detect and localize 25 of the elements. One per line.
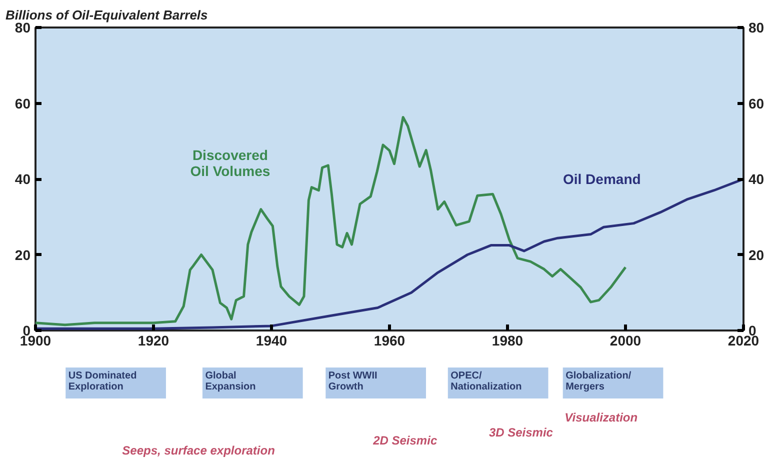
x-tick-label: 2000: [610, 332, 642, 348]
y-tick-label: 20: [14, 246, 31, 263]
x-tick-label: 1980: [492, 332, 524, 348]
text: OPEC/ Nationalization: [450, 370, 522, 392]
y-tick-label: 80: [14, 20, 31, 36]
x-tick-label: 1960: [374, 332, 406, 348]
text: Discovered Oil Volumes: [190, 147, 270, 179]
text: 2D Seismic: [372, 434, 438, 448]
text: US Dominated Exploration: [68, 370, 137, 392]
text: Global Expansion: [205, 370, 256, 392]
x-tick-label: 1920: [138, 332, 170, 348]
x-tick-label: 1940: [256, 332, 288, 348]
text: Globalization/ Mergers: [566, 370, 632, 392]
y2-tick-label: 80: [748, 20, 764, 36]
text: 3D Seismic: [488, 426, 554, 440]
y2-tick-label: 40: [748, 171, 764, 187]
text: Visualization: [564, 410, 638, 424]
chart-title: Billions of Oil-Equivalent Barrels: [6, 8, 208, 22]
y2-tick-label: 20: [748, 246, 764, 263]
text: Post WWII Growth: [328, 370, 378, 392]
text: Oil Demand: [563, 171, 641, 187]
text: Seeps, surface exploration: [122, 444, 275, 458]
y-tick-label: 60: [14, 95, 31, 112]
y-tick-label: 40: [14, 171, 31, 187]
y2-tick-label: 60: [748, 95, 764, 112]
